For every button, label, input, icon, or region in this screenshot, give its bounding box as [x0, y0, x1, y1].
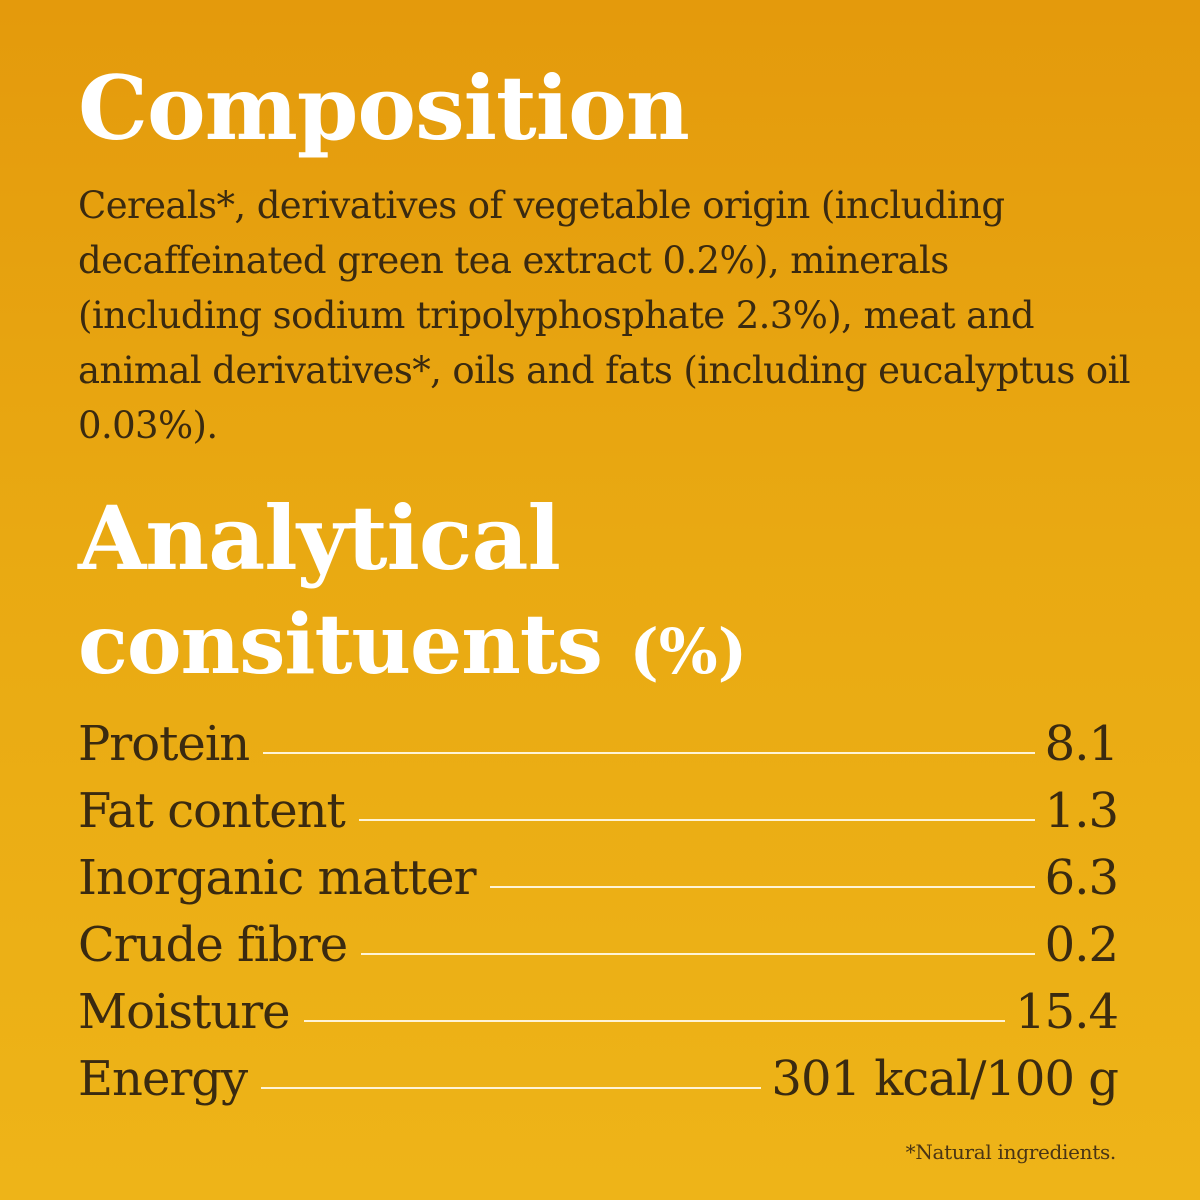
table-row: Crude fibre 0.2 [78, 917, 1119, 984]
row-value: 1.3 [1044, 783, 1119, 839]
table-row: Fat content 1.3 [78, 783, 1119, 850]
leader-line [361, 953, 1035, 955]
row-value: 0.2 [1044, 917, 1119, 973]
leader-line [261, 1087, 762, 1089]
row-label: Moisture [78, 984, 291, 1040]
leader-line [489, 886, 1035, 888]
constituents-heading: consituents (%) [78, 604, 747, 686]
row-label: Protein [78, 716, 250, 772]
row-label: Energy [78, 1051, 248, 1107]
row-value: 15.4 [1015, 984, 1119, 1040]
leader-line [263, 752, 1035, 754]
constituents-unit: (%) [629, 615, 748, 688]
leader-line [303, 1020, 1006, 1022]
row-value: 301 kcal/100 g [771, 1051, 1119, 1107]
table-row: Inorganic matter 6.3 [78, 850, 1119, 917]
row-label: Crude fibre [78, 917, 348, 973]
composition-text: Cereals*, derivatives of vegetable origi… [78, 184, 1131, 447]
table-row: Energy 301 kcal/100 g [78, 1051, 1119, 1118]
table-row: Moisture 15.4 [78, 984, 1119, 1051]
table-row: Protein 8.1 [78, 716, 1119, 783]
leader-line [358, 819, 1035, 821]
analytical-constituents-table: Protein 8.1 Fat content 1.3 Inorganic ma… [78, 716, 1119, 1118]
row-value: 6.3 [1044, 850, 1119, 906]
composition-heading: Composition [78, 56, 690, 160]
footnote: *Natural ingredients. [905, 1140, 1117, 1164]
row-label: Fat content [78, 783, 346, 839]
row-label: Inorganic matter [78, 850, 477, 906]
constituents-heading-text: consituents [78, 597, 603, 693]
row-value: 8.1 [1044, 716, 1119, 772]
analytical-heading: Analytical [78, 486, 561, 590]
